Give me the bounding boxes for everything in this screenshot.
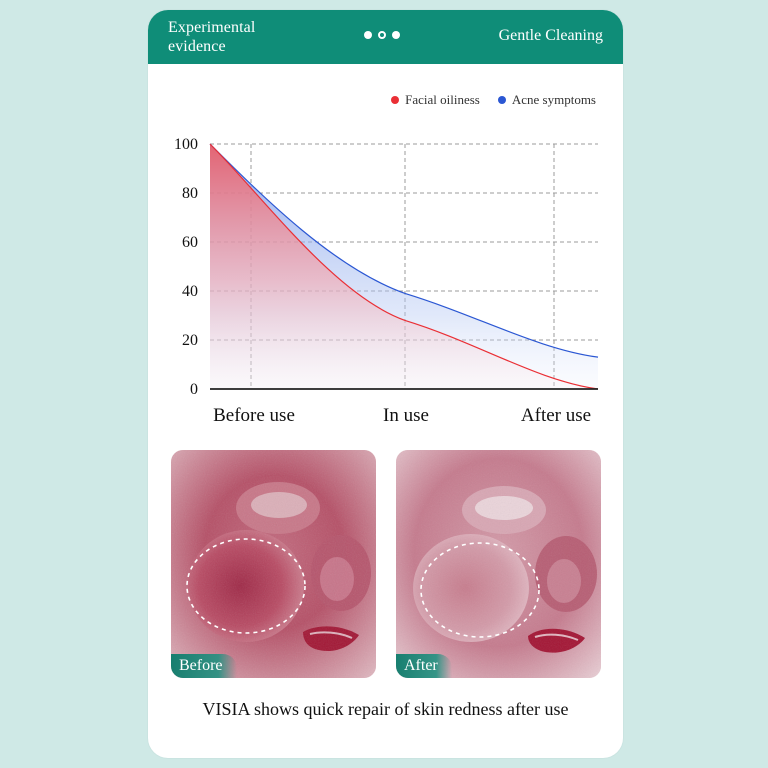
header-bar: Experimental evidence Gentle Cleaning	[148, 10, 623, 64]
after-label: After	[396, 654, 452, 678]
before-face-image: Before	[171, 450, 376, 678]
y-tick-label: 0	[190, 381, 198, 398]
line-area-chart: 0 20 40 60 80 100 Before use In use After use	[174, 136, 599, 426]
after-face-image: After	[396, 450, 601, 678]
line-layer	[209, 143, 599, 390]
chart-legend: Facial oiliness Acne symptoms	[391, 92, 596, 108]
y-tick-label: 20	[182, 332, 198, 349]
label-layer: 0 20 40 60 80 100 Before use In use After use	[174, 136, 591, 426]
y-tick-label: 60	[182, 234, 198, 251]
line-acne-symptoms	[209, 143, 599, 358]
area-facial-oiliness	[210, 144, 598, 389]
area-layer	[210, 144, 598, 389]
x-tick-label: After use	[521, 405, 591, 426]
after-skin-visual	[396, 450, 601, 678]
product-category: Gentle Cleaning	[498, 27, 603, 44]
carousel-dot-active	[378, 31, 386, 39]
chart-area: Facial oiliness Acne symptoms	[148, 64, 623, 444]
y-tick-label: 80	[182, 185, 198, 202]
image-caption: VISIA shows quick repair of skin redness…	[202, 699, 569, 719]
main-card: Experimental evidence Gentle Cleaning Fa…	[148, 10, 623, 758]
legend-dot-acne-symptoms	[497, 96, 506, 104]
before-label: Before	[171, 654, 237, 678]
legend-item-facial-oiliness: Facial oiliness	[391, 92, 480, 108]
legend-label-acne-symptoms: Acne symptoms	[511, 92, 596, 107]
carousel-dot	[392, 31, 400, 39]
x-tick-label: Before use	[213, 405, 295, 426]
legend-item-acne-symptoms: Acne symptoms	[497, 92, 596, 108]
x-tick-label: In use	[383, 405, 429, 426]
before-skin-visual	[171, 450, 376, 678]
y-tick-label: 40	[182, 283, 198, 300]
carousel-dot	[364, 31, 372, 39]
line-facial-oiliness	[209, 143, 599, 390]
legend-dot-facial-oiliness	[391, 96, 400, 104]
carousel-indicator	[364, 31, 400, 39]
legend-label-facial-oiliness: Facial oiliness	[405, 92, 480, 107]
section-title: Experimental evidence	[168, 19, 256, 55]
y-tick-label: 100	[174, 136, 198, 153]
